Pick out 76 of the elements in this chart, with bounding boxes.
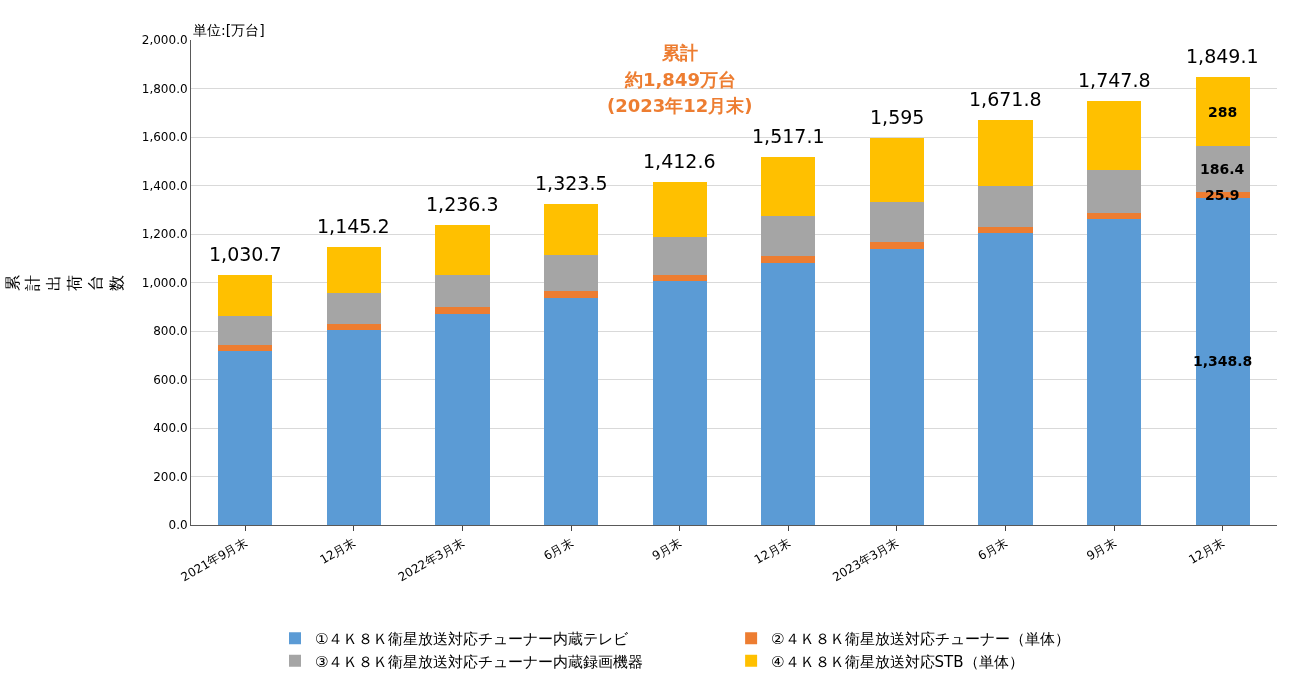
bar <box>543 297 599 525</box>
legend-label: ③４Ｋ８Ｋ衛星放送対応チューナー内蔵録画機器 <box>315 652 644 671</box>
bar <box>978 185 1033 227</box>
x-tick-label: 9月末 <box>1084 535 1119 564</box>
data-label: 186.4 <box>1200 161 1245 177</box>
bar <box>869 138 925 202</box>
annotation: (2023年12月末) <box>607 95 753 116</box>
x-tick-label: 6月末 <box>541 535 576 564</box>
bar <box>761 256 816 263</box>
bar <box>218 316 273 345</box>
y-tick-label: 1,400.0 <box>141 178 188 193</box>
total-label: 1,671.8 <box>969 88 1042 110</box>
bar <box>761 262 816 525</box>
data-label: 288 <box>1208 104 1238 120</box>
total-label: 1,030.7 <box>209 243 282 265</box>
bar <box>435 274 490 308</box>
total-label: 1,412.6 <box>643 150 716 172</box>
bar <box>218 275 273 317</box>
y-axis-title: 累計出荷台数 <box>2 274 126 291</box>
bar <box>978 233 1033 525</box>
bar <box>326 292 382 325</box>
y-tick-label: 600.0 <box>153 372 188 387</box>
bar <box>761 157 816 217</box>
total-label: 1,517.1 <box>752 125 825 147</box>
bar <box>1086 169 1142 213</box>
y-tick-label: 0.0 <box>168 518 188 533</box>
bar <box>435 225 490 275</box>
bar <box>978 119 1033 186</box>
y-tick-label: 2,000.0 <box>141 33 188 48</box>
bar <box>543 255 599 292</box>
y-tick-label: 1,000.0 <box>141 275 188 290</box>
y-tick-label: 1,800.0 <box>141 81 188 96</box>
y-tick-label: 800.0 <box>153 324 188 339</box>
bar <box>435 307 490 314</box>
bar <box>435 313 490 525</box>
bar <box>652 182 707 237</box>
y-tick-label: 200.0 <box>153 469 188 484</box>
total-label: 1,747.8 <box>1078 69 1151 91</box>
annotation: 約1,849万台 <box>624 69 736 90</box>
bar <box>1086 218 1142 525</box>
bar <box>652 280 707 525</box>
bar <box>1086 212 1142 219</box>
total-label: 1,145.2 <box>317 215 390 237</box>
bar <box>543 204 599 256</box>
y-tick-label: 1,200.0 <box>141 227 188 242</box>
bar <box>869 248 925 525</box>
bar <box>761 216 816 257</box>
legend-label: ①４Ｋ８Ｋ衛星放送対応チューナー内蔵テレビ <box>315 630 630 649</box>
bar <box>869 242 925 249</box>
bar <box>652 274 707 281</box>
bar <box>218 350 273 525</box>
bar <box>1086 101 1142 170</box>
bar <box>978 226 1033 234</box>
total-label: 1,323.5 <box>535 172 608 194</box>
x-tick-label: 9月末 <box>649 535 685 564</box>
total-label: 1,849.1 <box>1186 45 1259 67</box>
x-tick-label: 12月末 <box>751 535 793 567</box>
bar <box>326 330 382 525</box>
total-label: 1,236.3 <box>426 193 499 215</box>
total-label: 1,595 <box>870 106 925 128</box>
bar <box>218 344 273 351</box>
bar <box>869 201 925 243</box>
y-tick-label: 1,600.0 <box>141 130 188 145</box>
bar <box>652 236 707 275</box>
bar <box>543 291 599 298</box>
x-tick-label: 12月末 <box>317 535 359 567</box>
bar <box>326 247 382 293</box>
bar <box>1195 76 1250 147</box>
x-tick-label: 6月末 <box>975 535 1010 564</box>
text: 単位:[万台] <box>193 22 265 38</box>
y-tick-label: 400.0 <box>153 421 188 436</box>
x-tick-label: 12月末 <box>1186 535 1228 567</box>
bar <box>326 324 382 331</box>
annotation: 累計 <box>661 42 698 63</box>
legend-label: ④４Ｋ８Ｋ衛星放送対応STB（単体） <box>771 652 1024 671</box>
legend-label: ②４Ｋ８Ｋ衛星放送対応チューナー（単体） <box>771 630 1070 649</box>
